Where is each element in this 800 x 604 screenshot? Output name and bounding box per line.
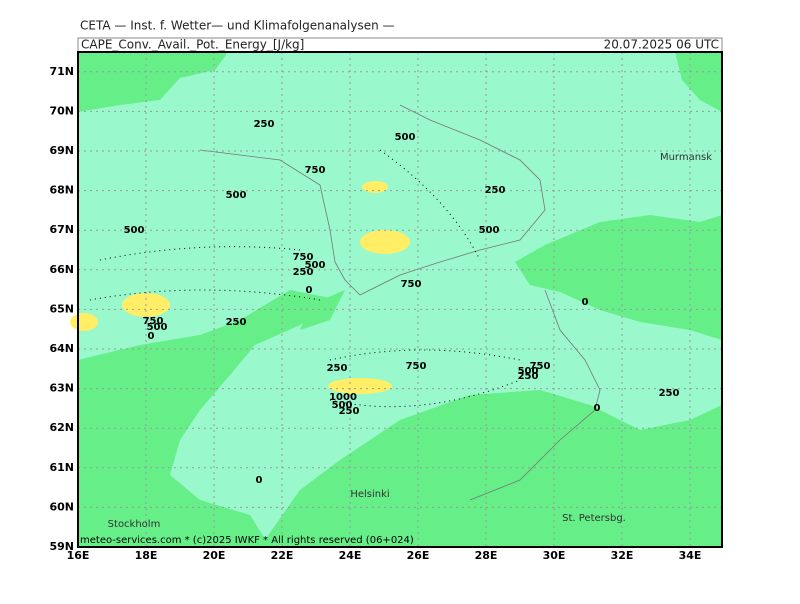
contour-line [89, 149, 521, 408]
cape-zero-region [78, 290, 340, 547]
contour-label: 500 [395, 132, 416, 143]
lat-tick-label: 68N [49, 184, 74, 197]
contour-label: 500 [226, 190, 247, 201]
contour-label: 0 [582, 297, 589, 308]
cape-high-region [70, 313, 98, 331]
city-label: Stockholm [108, 519, 161, 530]
parameter-title: CAPE_Conv._Avail._Pot._Energy_[J/kg] [81, 38, 304, 52]
lon-tick-label: 24E [339, 549, 362, 562]
lon-tick-label: 22E [271, 549, 294, 562]
contour-label: 250 [293, 267, 314, 278]
cape-zero-region [300, 290, 345, 330]
lon-tick-label: 32E [611, 549, 634, 562]
footer: meteo-services.com * (c)2025 IWKF * All … [80, 535, 414, 546]
lat-tick-label: 70N [49, 104, 74, 117]
lat-tick-label: 69N [49, 144, 74, 157]
lat-tick-label: 61N [49, 461, 74, 474]
contour-label: 750 [530, 361, 551, 372]
cape-high-region [360, 230, 410, 254]
lat-tick-label: 59N [49, 540, 74, 553]
contour-label: 1000 [329, 392, 357, 403]
grid: 16E 18E 20E 22E 24E 26E 28E 30E 32E 34E 59N 60N 61N 6… [49, 52, 722, 562]
lat-tick-label: 71N [49, 65, 74, 78]
contour-label: 250 [518, 371, 539, 382]
contour-label: 250 [226, 317, 247, 328]
lon-tick-label: 20E [203, 549, 226, 562]
lon-tick-label: 26E [407, 549, 430, 562]
lon-tick-label: 18E [135, 549, 158, 562]
contour-label: 0 [594, 403, 601, 414]
valid-time: 20.07.2025 06 UTC [604, 38, 719, 52]
header-institute: CETA — Inst. f. Wetter— und Klimafolgena… [80, 19, 395, 33]
contour-label: 500 [518, 366, 539, 377]
lon-tick-label: 34E [679, 549, 702, 562]
contour-label: 500 [305, 260, 326, 271]
contour-label: 750 [293, 252, 314, 263]
contour-label: 250 [659, 388, 680, 399]
lat-tick-label: 65N [49, 302, 74, 315]
boundary-line [199, 104, 601, 501]
contour-label: 750 [401, 279, 422, 290]
contour-label: 250 [327, 363, 348, 374]
city-label: St. Petersbg. [562, 513, 626, 524]
cape-zero-region [675, 52, 722, 112]
contour-label: 250 [485, 185, 506, 196]
contour-label: 750 [305, 165, 326, 176]
city-label: Murmansk [660, 152, 712, 163]
lon-tick-label: 30E [543, 549, 566, 562]
cape-high-region [328, 378, 392, 394]
contour-label: 750 [143, 316, 164, 327]
lat-tick-label: 62N [49, 421, 74, 434]
contour-label: 500 [332, 400, 353, 411]
lat-tick-label: 60N [49, 500, 74, 513]
contour-label: 0 [148, 331, 155, 342]
contour-label: 250 [339, 406, 360, 417]
contour-label: 0 [306, 285, 313, 296]
cape-high-region [362, 181, 388, 193]
lat-tick-label: 67N [49, 223, 74, 236]
city-label: Helsinki [350, 489, 389, 500]
contour-label: 250 [254, 119, 275, 130]
contour-label: 500 [124, 225, 145, 236]
contour-label: 0 [256, 475, 263, 486]
contour-label: 750 [406, 361, 427, 372]
lat-tick-label: 66N [49, 263, 74, 276]
contour-label: 500 [147, 322, 168, 333]
lon-tick-label: 16E [67, 549, 90, 562]
map-frame [77, 51, 723, 548]
map-area [70, 52, 722, 547]
lat-tick-label: 64N [49, 342, 74, 355]
lon-tick-label: 28E [475, 549, 498, 562]
contour-label: 500 [479, 225, 500, 236]
cape-zero-region [78, 52, 228, 112]
cape-zero-region [515, 215, 722, 340]
lat-tick-label: 63N [49, 382, 74, 395]
